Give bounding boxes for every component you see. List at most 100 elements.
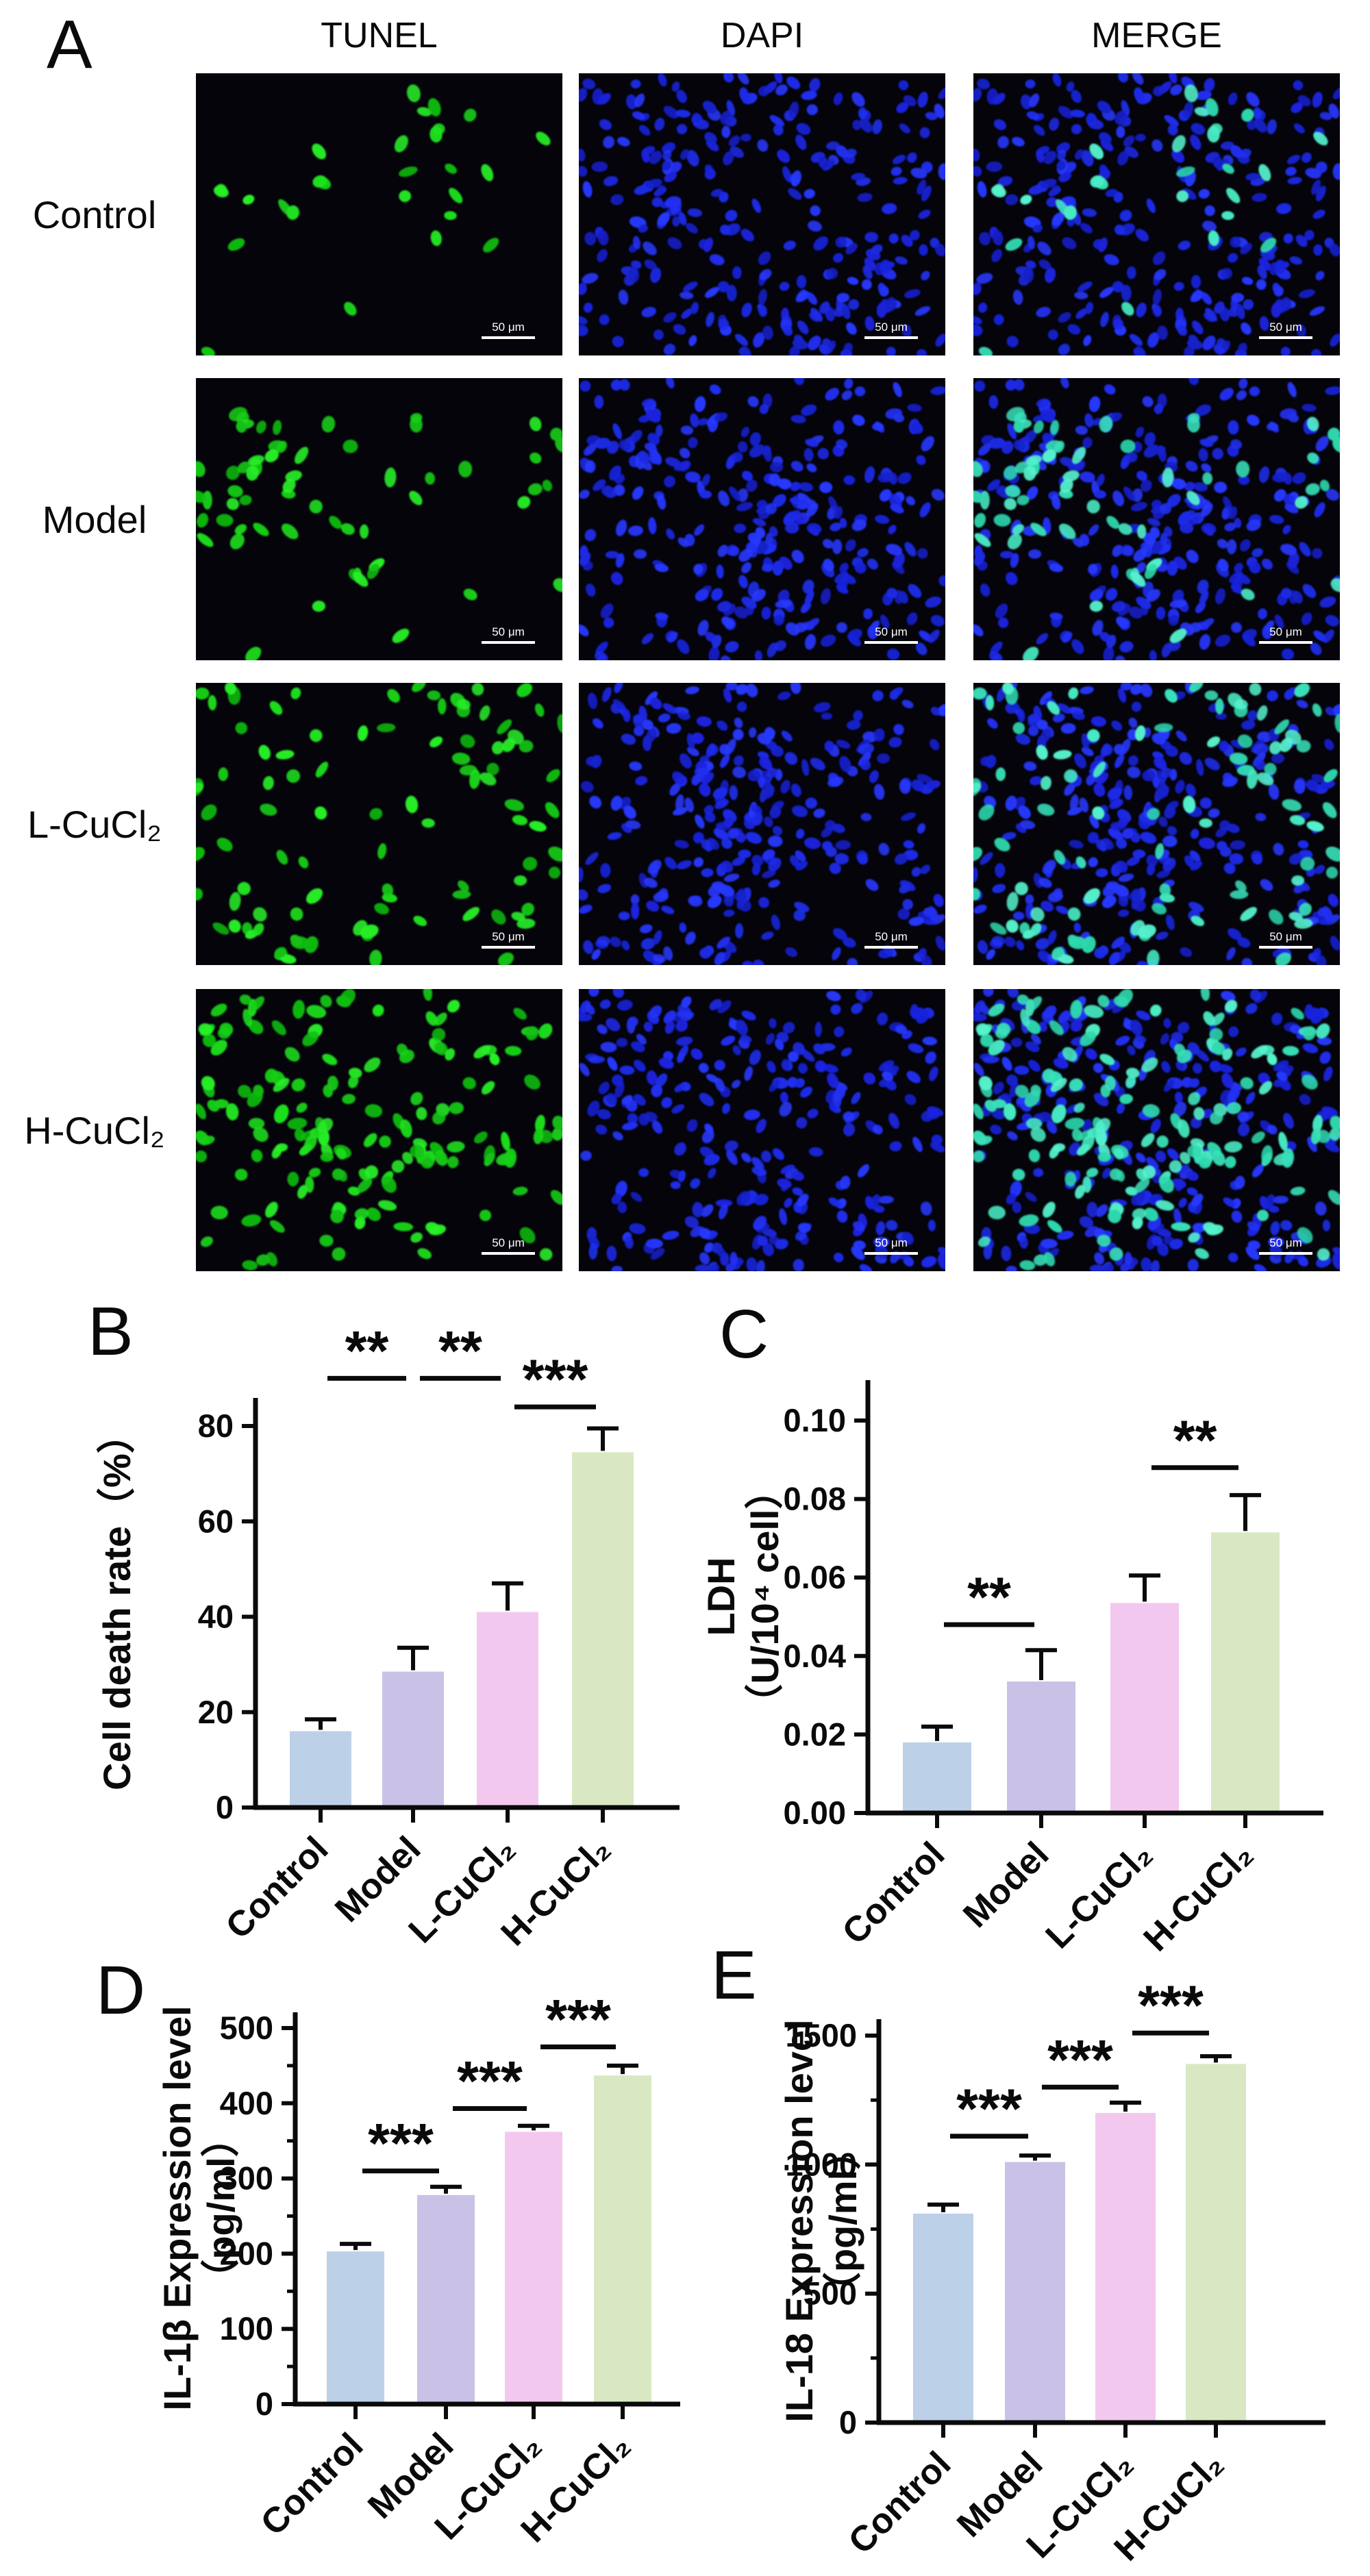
bar-H-CuCl₂ xyxy=(1211,1532,1280,1813)
y-tick-label: 0.04 xyxy=(784,1638,846,1674)
nuclei-dots xyxy=(196,407,562,660)
nuclei-dots xyxy=(579,989,945,1271)
nuclei-dots xyxy=(579,378,945,660)
scale-bar-label: 50 μm xyxy=(492,930,525,943)
nuclei-dots xyxy=(196,989,562,1271)
bar-Model xyxy=(1007,1681,1075,1813)
x-category-label: H-CuCl₂ xyxy=(1136,1834,1261,1959)
nuclei-dots xyxy=(201,84,551,355)
scale-bar-label: 50 μm xyxy=(875,930,908,943)
row-label-model: Model xyxy=(42,497,147,541)
y-tick-label: 0.06 xyxy=(784,1559,846,1595)
micrograph-tunel-row-0: 50 μm xyxy=(196,73,562,355)
bar-L-CuCl₂ xyxy=(1095,2113,1156,2423)
bar-Control xyxy=(327,2251,384,2404)
scale-bar-label: 50 μm xyxy=(875,321,908,334)
chart-panel-E: 050010001500ControlModelL-CuCl₂H-CuCl₂IL… xyxy=(777,1975,1325,2568)
x-category-label: L-CuCl₂ xyxy=(1038,1834,1160,1956)
row-label-h-cucl2: H-CuCl₂ xyxy=(24,1108,165,1152)
scale-bar-label: 50 μm xyxy=(492,1236,525,1249)
significance-stars: ** xyxy=(1173,1410,1217,1472)
y-tick-label: 200 xyxy=(220,2235,273,2271)
significance-stars: *** xyxy=(956,2078,1022,2140)
x-category-label: Model xyxy=(956,1834,1056,1935)
y-axis-title: （pg/ml） xyxy=(199,2118,242,2297)
significance-stars: *** xyxy=(1047,2029,1113,2091)
scale-bar-label: 50 μm xyxy=(1269,625,1302,638)
y-tick-label: 1000 xyxy=(785,2146,857,2182)
bar-Model xyxy=(382,1671,444,1808)
chart-panel-D: 0100200300400500ControlModelL-CuCl₂H-CuC… xyxy=(155,1989,680,2550)
scale-bar-label: 50 μm xyxy=(875,1236,908,1249)
micrograph-merge-row-3: 50 μm xyxy=(973,989,1340,1271)
column-header-dapi: DAPI xyxy=(720,16,804,55)
nuclei-dots xyxy=(196,683,562,965)
scale-bar-label: 50 μm xyxy=(1269,930,1302,943)
panel-b-label: B xyxy=(88,1293,134,1370)
panel-a-micrograph-grid: 50 μm 50 μm 50 μm 50 μm 50 μm 50 μm 50 μm 50 μm… xyxy=(196,73,1340,1271)
y-tick-label: 60 xyxy=(198,1503,234,1539)
significance-stars: *** xyxy=(523,1349,588,1411)
panel-c-label: C xyxy=(719,1296,769,1373)
y-axis-title: （U/10⁴ cell） xyxy=(743,1471,786,1723)
column-header-tunel: TUNEL xyxy=(321,16,438,55)
panel-e-label: E xyxy=(711,1937,757,2014)
micrograph-dapi-row-0: 50 μm xyxy=(579,73,945,355)
x-category-label: Control xyxy=(219,1829,336,1947)
bar-Control xyxy=(913,2213,973,2423)
bar-Model xyxy=(417,2194,475,2404)
x-category-label: Control xyxy=(253,2425,371,2543)
y-axis-title: Cell death rate（%） xyxy=(95,1415,138,1790)
y-tick-label: 500 xyxy=(804,2275,857,2312)
y-tick-label: 1500 xyxy=(785,2017,857,2053)
nuclei-dots xyxy=(973,73,1340,355)
panel-d-label: D xyxy=(96,1952,146,2029)
significance-stars: ** xyxy=(345,1320,389,1382)
row-label-l-cucl2: L-CuCl₂ xyxy=(27,802,162,846)
significance-stars: *** xyxy=(545,1989,611,2051)
scale-bar-label: 50 μm xyxy=(492,625,525,638)
scale-bar-label: 50 μm xyxy=(492,321,525,334)
significance-stars: *** xyxy=(457,2051,523,2113)
column-header-merge: MERGE xyxy=(1091,16,1222,55)
bar-Model xyxy=(1005,2162,1065,2423)
bar-Control xyxy=(903,1742,971,1813)
nuclei-dots xyxy=(978,84,1328,355)
panel-a-label: A xyxy=(47,6,92,83)
y-tick-label: 0 xyxy=(839,2404,857,2440)
micrograph-dapi-row-3: 50 μm xyxy=(579,989,945,1271)
y-tick-label: 0.02 xyxy=(784,1716,846,1752)
x-category-label: Control xyxy=(841,2444,959,2562)
bar-Control xyxy=(290,1731,351,1808)
x-category-label: Control xyxy=(835,1834,953,1952)
y-axis-title: LDH xyxy=(699,1557,743,1636)
significance-stars: *** xyxy=(1138,1975,1204,2037)
scale-bar-label: 50 μm xyxy=(1269,1236,1302,1249)
micrograph-merge-row-0: 50 μm xyxy=(973,73,1340,355)
y-tick-label: 100 xyxy=(220,2310,273,2347)
y-axis-title: （pg/ml） xyxy=(821,2131,864,2310)
y-axis-title: IL-18 Expression level xyxy=(777,2019,821,2422)
bar-H-CuCl₂ xyxy=(594,2075,651,2404)
micrograph-merge-row-2: 50 μm xyxy=(973,683,1340,965)
bar-L-CuCl₂ xyxy=(477,1612,538,1808)
micrograph-dapi-row-1: 50 μm xyxy=(579,378,945,660)
significance-stars: ** xyxy=(438,1320,482,1382)
y-tick-label: 0.08 xyxy=(784,1481,846,1517)
y-tick-label: 400 xyxy=(220,2085,273,2121)
micrograph-dapi-row-2: 50 μm xyxy=(579,683,945,965)
y-tick-label: 500 xyxy=(220,2010,273,2046)
row-label-control: Control xyxy=(32,192,157,236)
micrograph-background xyxy=(196,73,562,355)
significance-stars: *** xyxy=(368,2113,434,2175)
nuclei-dots xyxy=(579,73,945,355)
y-tick-label: 40 xyxy=(198,1599,234,1635)
y-tick-label: 20 xyxy=(198,1694,234,1730)
scale-bar-label: 50 μm xyxy=(875,625,908,638)
nuclei-dots xyxy=(579,683,945,965)
nuclei-dots xyxy=(973,989,1340,1271)
micrograph-tunel-row-1: 50 μm xyxy=(196,378,562,660)
y-tick-label: 0 xyxy=(216,1789,234,1825)
